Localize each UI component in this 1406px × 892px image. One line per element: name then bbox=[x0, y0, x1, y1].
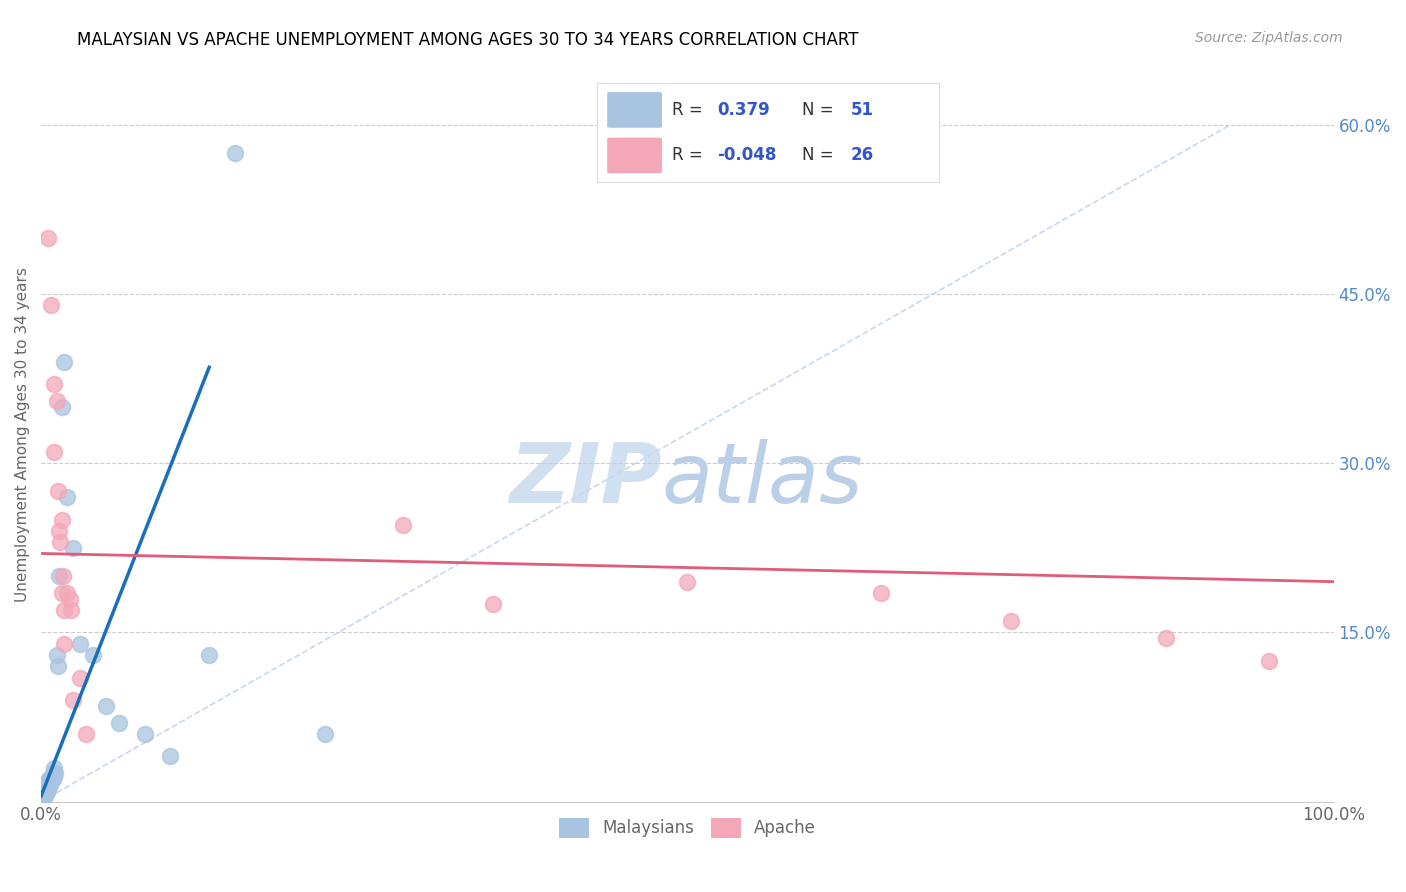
Point bbox=[31, 787, 53, 801]
Point bbox=[41, 772, 63, 786]
Point bbox=[42, 377, 65, 392]
Point bbox=[38, 772, 60, 786]
Point bbox=[53, 603, 76, 617]
Point bbox=[58, 591, 80, 606]
Point bbox=[224, 146, 246, 161]
Point bbox=[45, 394, 67, 409]
Point bbox=[32, 787, 55, 801]
Point bbox=[1154, 631, 1177, 645]
Point bbox=[42, 766, 65, 780]
Point bbox=[314, 727, 336, 741]
Point bbox=[392, 518, 415, 533]
Point bbox=[159, 749, 181, 764]
Point bbox=[42, 761, 65, 775]
Text: Source: ZipAtlas.com: Source: ZipAtlas.com bbox=[1195, 31, 1343, 45]
Point bbox=[32, 778, 55, 792]
Point bbox=[32, 780, 55, 795]
Point bbox=[48, 524, 70, 538]
Text: ZIP: ZIP bbox=[509, 439, 662, 519]
Point bbox=[48, 569, 70, 583]
Point bbox=[56, 490, 79, 504]
Point bbox=[38, 774, 60, 789]
Point bbox=[69, 637, 91, 651]
Point bbox=[37, 778, 59, 792]
Point bbox=[51, 586, 73, 600]
Point bbox=[49, 535, 72, 549]
Point bbox=[1258, 654, 1281, 668]
Text: MALAYSIAN VS APACHE UNEMPLOYMENT AMONG AGES 30 TO 34 YEARS CORRELATION CHART: MALAYSIAN VS APACHE UNEMPLOYMENT AMONG A… bbox=[77, 31, 859, 49]
Point bbox=[37, 774, 59, 789]
Point bbox=[32, 789, 55, 803]
Point bbox=[34, 783, 56, 797]
Point bbox=[75, 727, 97, 741]
Text: atlas: atlas bbox=[662, 439, 863, 519]
Point bbox=[46, 484, 69, 499]
Point bbox=[35, 778, 58, 792]
Point bbox=[37, 230, 59, 244]
Legend: Malaysians, Apache: Malaysians, Apache bbox=[553, 811, 823, 845]
Point bbox=[41, 298, 63, 312]
Point bbox=[34, 786, 56, 800]
Point bbox=[53, 637, 76, 651]
Point bbox=[198, 648, 221, 662]
Point bbox=[51, 400, 73, 414]
Point bbox=[59, 603, 82, 617]
Point bbox=[37, 783, 59, 797]
Point bbox=[31, 788, 53, 802]
Point bbox=[34, 789, 56, 803]
Point bbox=[1000, 614, 1022, 628]
Point bbox=[482, 597, 505, 611]
Point bbox=[51, 513, 73, 527]
Point bbox=[39, 778, 62, 792]
Point bbox=[34, 780, 56, 795]
Point bbox=[31, 786, 53, 800]
Point bbox=[134, 727, 156, 741]
Y-axis label: Unemployment Among Ages 30 to 34 years: Unemployment Among Ages 30 to 34 years bbox=[15, 268, 30, 602]
Point bbox=[42, 772, 65, 786]
Point bbox=[32, 786, 55, 800]
Point bbox=[56, 586, 79, 600]
Point bbox=[62, 541, 84, 555]
Point bbox=[35, 783, 58, 797]
Point bbox=[46, 659, 69, 673]
Point bbox=[94, 698, 117, 713]
Point bbox=[53, 355, 76, 369]
Point bbox=[34, 778, 56, 792]
Point bbox=[44, 766, 66, 780]
Point bbox=[41, 774, 63, 789]
Point bbox=[107, 715, 129, 730]
Point bbox=[32, 783, 55, 797]
Point bbox=[31, 789, 53, 803]
Point bbox=[38, 778, 60, 792]
Point bbox=[676, 574, 699, 589]
Point bbox=[52, 569, 75, 583]
Point bbox=[39, 774, 62, 789]
Point bbox=[62, 693, 84, 707]
Point bbox=[69, 671, 91, 685]
Point bbox=[45, 648, 67, 662]
Point bbox=[42, 770, 65, 784]
Point bbox=[37, 780, 59, 795]
Point bbox=[870, 586, 893, 600]
Point bbox=[82, 648, 104, 662]
Point bbox=[35, 786, 58, 800]
Point bbox=[42, 445, 65, 459]
Point bbox=[35, 780, 58, 795]
